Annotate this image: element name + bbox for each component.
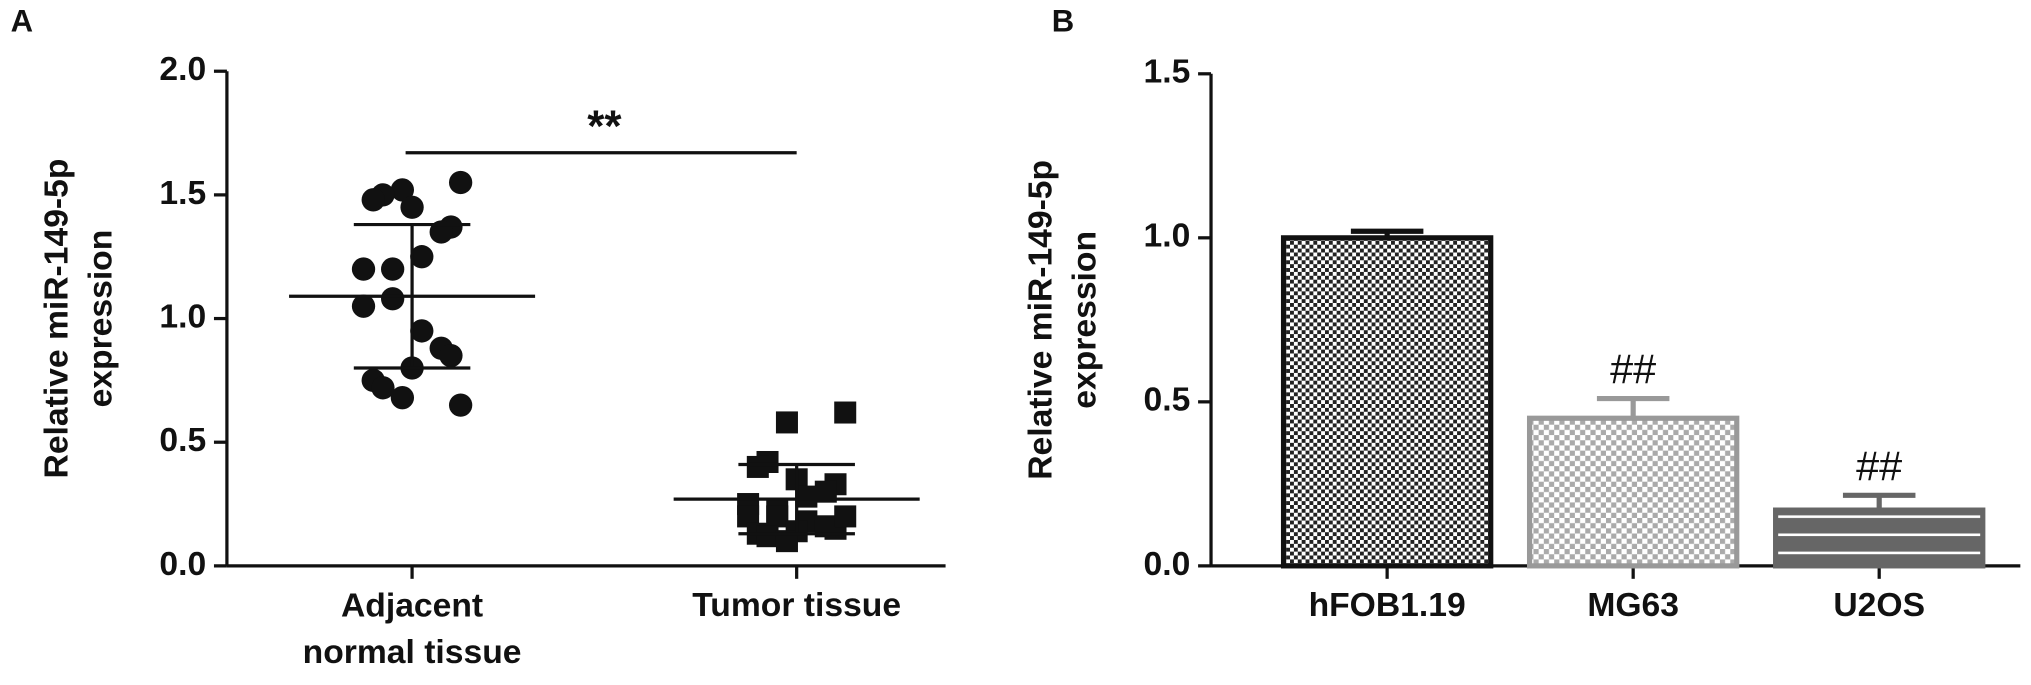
y-tick-label: 0.0 [1144, 546, 1191, 583]
data-point [439, 343, 463, 368]
panel-label: B [1052, 4, 1074, 39]
x-tick-label: U2OS [1833, 587, 1925, 624]
y-tick-label: 1.0 [159, 298, 206, 335]
data-point [766, 505, 789, 528]
data-point [361, 188, 385, 212]
data-point [746, 455, 769, 478]
y-tick-label: 2.0 [159, 51, 206, 88]
data-point [390, 178, 415, 202]
significance-label: ** [587, 102, 622, 151]
y-tick-label: 1.5 [159, 175, 206, 212]
y-tick-label: 0.5 [1144, 382, 1191, 419]
data-point [381, 257, 405, 281]
bar [1773, 507, 1986, 569]
y-axis-label: Relative miR-149-5p [38, 159, 75, 479]
y-tick-label: 0.5 [159, 422, 206, 459]
bar [1526, 415, 1740, 569]
data-point [775, 411, 798, 434]
data-point [756, 525, 779, 548]
data-point [351, 257, 376, 281]
y-tick-label: 0.0 [159, 546, 206, 583]
y-axis-label: expression [1067, 231, 1104, 409]
significance-label: ## [1610, 346, 1656, 393]
data-point [775, 530, 798, 553]
data-point [448, 393, 473, 417]
data-point [400, 195, 424, 219]
data-point [351, 294, 376, 318]
data-point [381, 287, 405, 311]
x-tick-label: Adjacent normal tissue [303, 587, 522, 671]
y-axis-label: expression [82, 230, 119, 408]
data-point [834, 401, 857, 424]
x-tick-label: MG63 [1587, 587, 1679, 624]
y-axis-label: Relative miR-149-5p [1023, 160, 1060, 480]
data-point [410, 319, 434, 343]
bar [1280, 235, 1494, 569]
data-point [814, 480, 837, 503]
data-point [795, 485, 818, 508]
data-point [390, 386, 415, 410]
data-point [410, 245, 434, 269]
data-point [834, 505, 857, 528]
data-point [371, 376, 395, 400]
x-tick-label: hFOB1.19 [1309, 587, 1466, 624]
y-tick-label: 1.0 [1144, 218, 1191, 255]
significance-label: ## [1856, 442, 1902, 489]
y-tick-label: 1.5 [1144, 54, 1191, 91]
x-tick-label: Tumor tissue [692, 587, 901, 624]
data-point [737, 505, 760, 528]
panel-label: A [11, 4, 33, 39]
data-point [448, 170, 473, 195]
